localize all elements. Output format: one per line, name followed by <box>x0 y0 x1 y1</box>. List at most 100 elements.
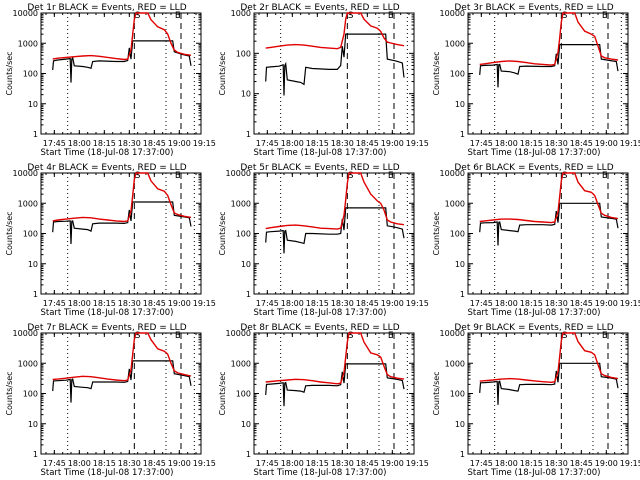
x-tick-label: 18:15 <box>93 459 116 468</box>
y-tick-label: 1 <box>460 130 465 139</box>
panel-title: Det 3r BLACK = Events, RED = LLD <box>454 3 613 13</box>
y-axis-label: Counts/sec <box>5 51 14 95</box>
y-tick-label: 100 <box>23 230 38 239</box>
lld-series-line <box>52 332 192 382</box>
x-tick-label: 18:00 <box>281 459 304 468</box>
y-tick-label: 1000 <box>231 199 251 208</box>
x-tick-label: 18:15 <box>306 459 329 468</box>
y-axis-label: Counts/sec <box>218 371 227 415</box>
y-tick-label: 10000 <box>440 169 465 178</box>
y-tick-label: 1 <box>246 290 251 299</box>
marker-s: S <box>562 331 568 341</box>
x-tick-label: 18:30 <box>118 139 141 148</box>
x-tick-label: 18:15 <box>93 139 116 148</box>
x-tick-label: 18:00 <box>495 299 518 308</box>
x-tick-label: 17:45 <box>43 139 66 148</box>
y-tick-label: 1 <box>460 290 465 299</box>
events-series-line <box>479 44 619 88</box>
y-tick-label: 10 <box>28 260 38 269</box>
y-tick-label: 100 <box>236 390 251 399</box>
x-tick-label: 19:00 <box>168 459 191 468</box>
x-tick-label: 18:15 <box>520 299 543 308</box>
x-tick-label: 18:15 <box>520 459 543 468</box>
x-tick-label: 17:45 <box>256 299 279 308</box>
y-axis-label: Counts/sec <box>432 211 441 255</box>
x-axis-label: Start Time (18-Jul-08 17:37:00) <box>41 468 174 478</box>
events-series-line <box>265 33 405 96</box>
marker-e: E <box>388 171 394 181</box>
y-tick-label: 1 <box>33 130 38 139</box>
panel-title: Det 9r BLACK = Events, RED = LLD <box>454 323 613 333</box>
plot-frame <box>253 12 415 135</box>
y-tick-label: 1000 <box>18 359 38 368</box>
detector-panel-9: Det 9r BLACK = Events, RED = LLD 1 10 100 10… <box>432 323 640 478</box>
y-tick-label: 10000 <box>440 329 465 338</box>
events-series-line <box>479 362 619 405</box>
y-tick-label: 10 <box>241 260 251 269</box>
x-tick-label: 18:30 <box>331 459 354 468</box>
marker-e: E <box>388 331 394 341</box>
panel-title: Det 1r BLACK = Events, RED = LLD <box>27 3 186 13</box>
x-tick-label: 18:00 <box>495 139 518 148</box>
x-axis-label: Start Time (18-Jul-08 17:37:00) <box>468 308 601 318</box>
y-tick-label: 100 <box>23 70 38 79</box>
detector-panel-7: Det 7r BLACK = Events, RED = LLD 1 10 100 10… <box>5 323 216 478</box>
y-tick-label: 1000 <box>445 359 465 368</box>
y-tick-label: 10000 <box>226 329 251 338</box>
x-tick-label: 17:45 <box>470 299 493 308</box>
detector-panel-5: Det 5r BLACK = Events, RED = LLD 1 10 100 10… <box>218 163 429 318</box>
x-tick-label: 19:00 <box>595 139 618 148</box>
detector-panel-3: Det 3r BLACK = Events, RED = LLD 1 10 100 10… <box>432 3 640 158</box>
x-tick-label: 19:15 <box>406 139 429 148</box>
x-tick-label: 18:30 <box>331 299 354 308</box>
x-tick-label: 19:15 <box>193 299 216 308</box>
y-tick-label: 100 <box>236 49 251 58</box>
x-tick-label: 18:45 <box>356 139 379 148</box>
marker-s: S <box>348 331 354 341</box>
detector-panel-4: Det 4r BLACK = Events, RED = LLD 1 10 100 10… <box>5 163 216 318</box>
y-tick-label: 10 <box>241 420 251 429</box>
plot-frame <box>40 172 202 295</box>
y-tick-label: 1000 <box>445 199 465 208</box>
y-tick-label: 10000 <box>13 169 38 178</box>
y-tick-label: 1000 <box>231 9 251 18</box>
x-tick-label: 17:45 <box>256 459 279 468</box>
y-tick-label: 10000 <box>226 169 251 178</box>
x-tick-label: 17:45 <box>256 139 279 148</box>
panel-title: Det 5r BLACK = Events, RED = LLD <box>240 163 399 173</box>
y-tick-label: 1 <box>246 450 251 459</box>
y-axis-label: Counts/sec <box>218 51 227 95</box>
x-tick-label: 18:45 <box>143 299 166 308</box>
x-tick-label: 19:15 <box>406 299 429 308</box>
y-tick-label: 100 <box>23 390 38 399</box>
marker-s: S <box>348 171 354 181</box>
y-tick-label: 1000 <box>445 39 465 48</box>
y-tick-label: 1 <box>33 290 38 299</box>
x-axis-label: Start Time (18-Jul-08 17:37:00) <box>254 468 387 478</box>
panel-title: Det 7r BLACK = Events, RED = LLD <box>27 323 186 333</box>
panel-title: Det 4r BLACK = Events, RED = LLD <box>27 163 186 173</box>
x-tick-label: 19:00 <box>381 459 404 468</box>
marker-e: E <box>602 11 608 21</box>
x-tick-label: 19:15 <box>620 459 640 468</box>
marker-e: E <box>388 11 394 21</box>
plot-frame <box>40 332 202 455</box>
x-tick-label: 18:00 <box>68 139 91 148</box>
x-tick-label: 18:45 <box>570 299 593 308</box>
x-axis-label: Start Time (18-Jul-08 17:37:00) <box>254 308 387 318</box>
x-tick-label: 18:30 <box>545 459 568 468</box>
lld-series-line <box>479 332 619 384</box>
x-axis-label: Start Time (18-Jul-08 17:37:00) <box>254 148 387 158</box>
y-tick-label: 100 <box>236 230 251 239</box>
panel-title: Det 8r BLACK = Events, RED = LLD <box>240 323 399 333</box>
y-axis-label: Counts/sec <box>218 211 227 255</box>
marker-s: S <box>348 11 354 21</box>
x-tick-label: 17:45 <box>43 299 66 308</box>
marker-e: E <box>175 11 181 21</box>
plot-frame <box>467 172 629 295</box>
x-tick-label: 17:45 <box>470 139 493 148</box>
x-tick-label: 18:15 <box>520 139 543 148</box>
marker-s: S <box>135 171 141 181</box>
x-tick-label: 19:00 <box>595 459 618 468</box>
x-axis-label: Start Time (18-Jul-08 17:37:00) <box>468 468 601 478</box>
